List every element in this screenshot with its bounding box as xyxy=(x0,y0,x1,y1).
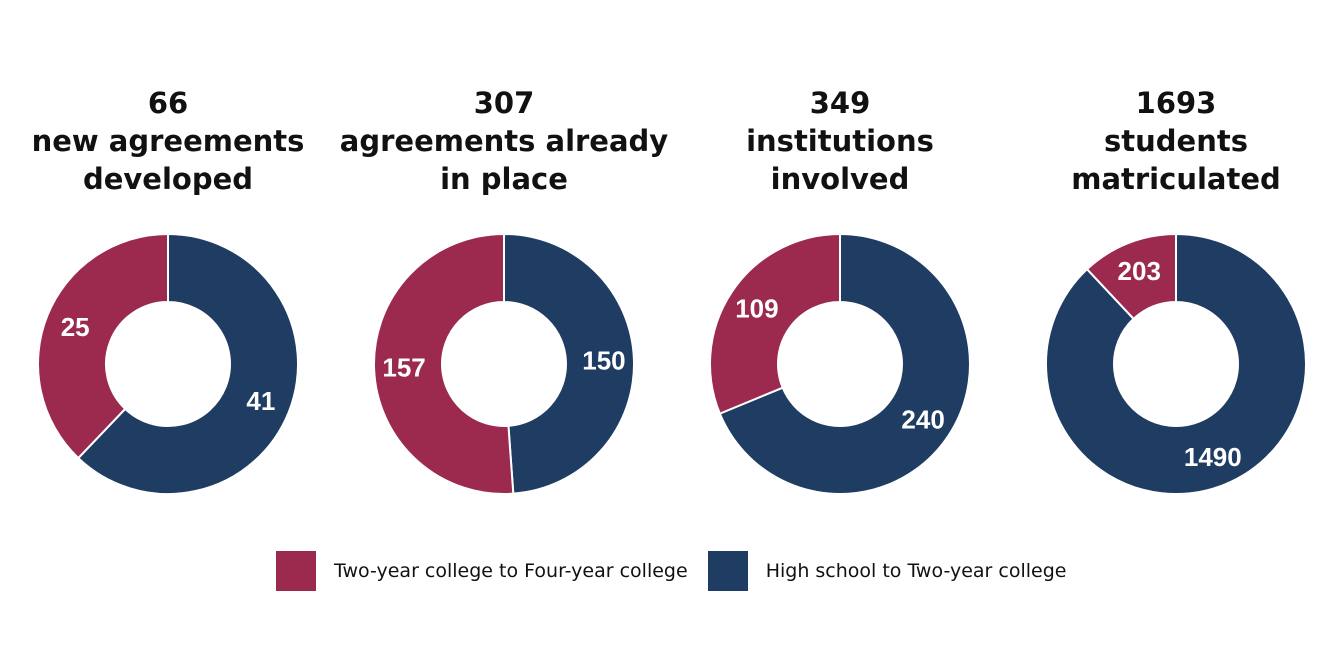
donut-slice-two-year-college-to-four-year-college xyxy=(1085,232,1177,321)
title-line: involved xyxy=(770,162,910,196)
title-line: institutions xyxy=(746,124,934,158)
donut-slice-high-school-to-two-year-college xyxy=(76,232,299,495)
panel-title-students: 1693 students matriculated xyxy=(1011,84,1341,198)
title-line: in place xyxy=(440,162,568,196)
slice-value-label: 25 xyxy=(61,312,90,342)
slice-value-label: 150 xyxy=(582,345,625,375)
donut-slice-high-school-to-two-year-college xyxy=(718,232,971,495)
legend-label: High school to Two-year college xyxy=(765,560,1067,582)
legend-item-high-school-to-two-year: High school to Two-year college xyxy=(707,551,1067,591)
donut-chart-new-agreements: 41 25 xyxy=(37,232,299,495)
legend-item-two-year-to-four-year: Two-year college to Four-year college xyxy=(276,551,688,591)
slice-value-label: 41 xyxy=(246,386,275,416)
donut-slice-two-year-college-to-four-year-college xyxy=(709,232,841,415)
donut-slice-two-year-college-to-four-year-college xyxy=(37,232,169,460)
legend-swatch xyxy=(276,551,316,591)
slice-value-label: 109 xyxy=(735,293,778,323)
donut-slice-high-school-to-two-year-college xyxy=(1045,232,1307,495)
panel-title-agreements-in-place: 307 agreements already in place xyxy=(339,84,669,198)
legend-swatch xyxy=(707,551,748,591)
title-line: students xyxy=(1104,124,1248,158)
donut-chart-agreements-in-place: 150 157 xyxy=(373,232,636,495)
donut-slice-high-school-to-two-year-college xyxy=(503,232,636,495)
slice-value-label: 240 xyxy=(901,405,944,435)
panel-title-new-agreements: 66 new agreements developed xyxy=(3,84,333,198)
donut-chart-institutions: 240 109 xyxy=(709,232,971,495)
legend: Two-year college to Four-year college Hi… xyxy=(276,550,1086,592)
donut-chart-students: 1490 203 xyxy=(1045,232,1307,495)
legend-label: Two-year college to Four-year college xyxy=(334,560,688,582)
title-line: matriculated xyxy=(1071,162,1281,196)
title-line: developed xyxy=(82,162,254,196)
title-line: 66 xyxy=(147,86,189,120)
title-line: 349 xyxy=(809,86,871,120)
slice-value-label: 203 xyxy=(1118,256,1161,286)
slice-value-label: 157 xyxy=(382,353,425,383)
panel-title-institutions: 349 institutions involved xyxy=(675,84,1005,198)
title-line: agreements already xyxy=(339,124,669,158)
slice-value-label: 1490 xyxy=(1184,442,1242,472)
title-line: 307 xyxy=(473,86,535,120)
donut-slice-two-year-college-to-four-year-college xyxy=(373,232,515,495)
title-line: 1693 xyxy=(1135,86,1217,120)
title-line: new agreements xyxy=(31,124,305,158)
